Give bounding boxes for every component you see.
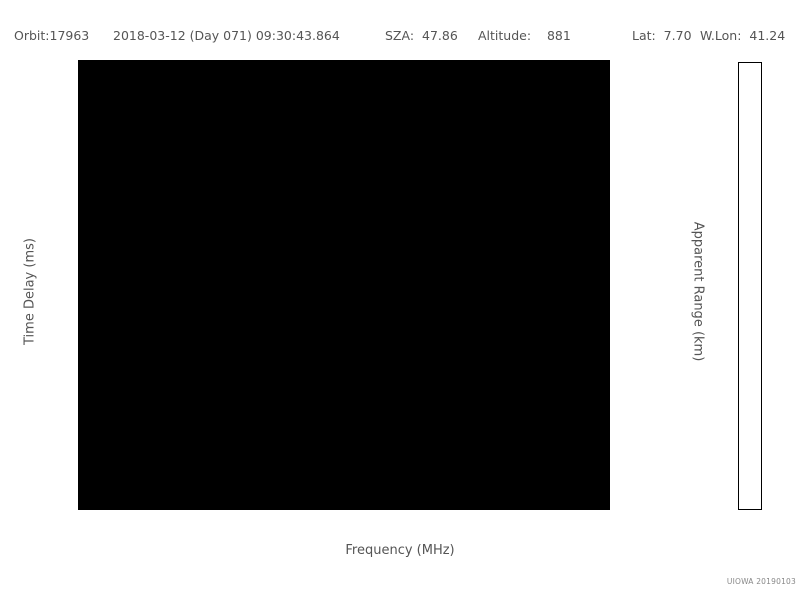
spectrogram-canvas: [79, 61, 609, 509]
header-wlon: W.Lon: 41.24: [700, 28, 786, 43]
header-altitude: Altitude: 881: [478, 28, 571, 43]
header-datetime: 2018-03-12 (Day 071) 09:30:43.864: [113, 28, 340, 43]
colorbar-gradient: [739, 63, 761, 509]
colorbar: [738, 62, 762, 510]
header-info-bar: Orbit:17963 2018-03-12 (Day 071) 09:30:43…: [0, 28, 800, 46]
ionogram-plot-area: [78, 60, 610, 510]
header-sza: SZA: 47.86: [385, 28, 458, 43]
x-axis-title: Frequency (MHz): [345, 543, 455, 558]
y-axis-right-title: Apparent Range (km): [690, 221, 706, 362]
watermark: UIOWA 20190103: [726, 577, 796, 586]
header-lat: Lat: 7.70: [632, 28, 692, 43]
y-axis-left-title: Time Delay (ms): [22, 238, 38, 345]
header-orbit: Orbit:17963: [14, 28, 90, 43]
